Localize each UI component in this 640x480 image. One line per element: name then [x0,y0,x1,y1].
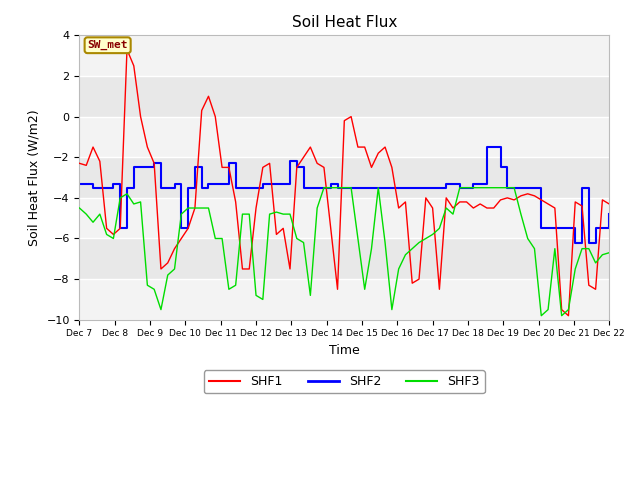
SHF2 [572,240,579,245]
Bar [79,198,609,239]
X-axis label: Time: Time [329,344,360,357]
SHF2 [463,185,470,191]
Bar [79,36,609,76]
SHF2 [218,181,226,187]
Line: SHF1: SHF1 [79,49,609,316]
Legend: SHF1, SHF2, SHF3: SHF1, SHF2, SHF3 [204,370,484,393]
SHF3 [470,185,477,191]
SHF2 [483,144,491,150]
SHF1 [388,165,396,170]
Line: SHF3: SHF3 [79,188,609,316]
SHF1 [211,114,219,120]
SHF3 [205,205,212,211]
SHF3 [293,236,301,241]
SHF2 [286,158,294,164]
SHF2 [205,181,212,187]
SHF3 [605,250,613,255]
Text: SW_met: SW_met [88,40,128,50]
SHF1 [564,313,572,319]
SHF3 [320,185,328,191]
SHF1 [76,160,83,166]
Bar [79,279,609,320]
SHF2 [605,211,613,217]
SHF3 [218,236,226,241]
SHF2 [76,181,83,187]
SHF1 [470,205,477,211]
Y-axis label: Soil Heat Flux (W/m2): Soil Heat Flux (W/m2) [28,109,41,246]
Line: SHF2: SHF2 [79,147,609,242]
SHF3 [538,313,545,319]
SHF3 [388,307,396,312]
Bar [79,117,609,157]
SHF2 [381,185,389,191]
SHF1 [225,165,233,170]
Title: Soil Heat Flux: Soil Heat Flux [292,15,397,30]
SHF1 [605,201,613,207]
SHF1 [300,155,307,160]
SHF1 [293,165,301,170]
SHF3 [286,211,294,217]
SHF3 [76,205,83,211]
SHF1 [123,47,131,52]
SHF2 [293,165,301,170]
